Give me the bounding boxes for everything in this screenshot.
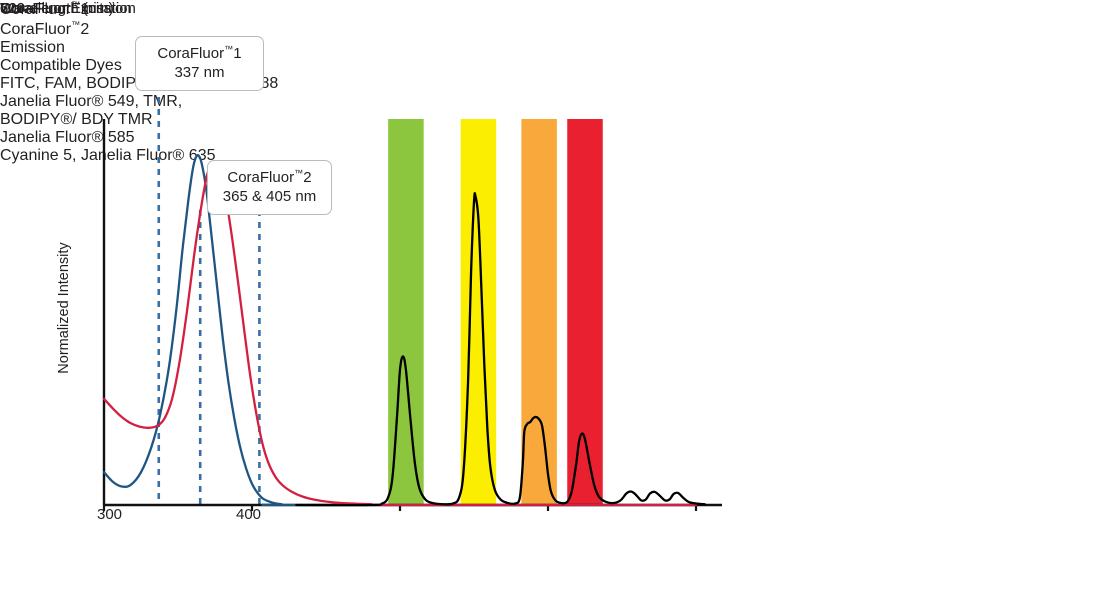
callout-1-line1: CoraFluor™1	[157, 44, 242, 62]
x-axis-label: Wavelength (nm)	[0, 0, 114, 17]
group-label-excitation: CoraFluor Excitation	[0, 0, 136, 17]
emission-band-2	[521, 119, 557, 505]
trademark-icon: ™	[71, 0, 81, 10]
x-tick-500: 500	[0, 0, 26, 17]
legend-item-1[interactable]: CoraFluor™2	[0, 19, 1110, 38]
compatible-dyes-title: Compatible Dyes	[0, 56, 122, 74]
band-group	[388, 119, 603, 505]
trademark-icon: ™	[224, 44, 234, 54]
series-legend: CoraFluor™1 CoraFluor™2 Emission	[0, 0, 1110, 57]
dye-label-2: Janelia Fluor® 585	[0, 128, 135, 146]
compatible-dyes-list: FITC, FAM, BODIPY®/ BDY FL, AF488Janelia…	[0, 75, 1110, 165]
x-tick-300: 300	[97, 506, 123, 523]
registered-icon: ®	[91, 92, 104, 110]
legend-item-2[interactable]: Emission	[0, 39, 1110, 57]
legend-label-0: CoraFluor™1	[0, 0, 90, 19]
group-label-emission: CoraFluor Emission	[0, 0, 132, 17]
callout-2-line2: 365 & 405 nm	[222, 188, 317, 206]
legend-label-1: CoraFluor™2	[0, 19, 90, 38]
curve-emission	[295, 192, 707, 507]
callout-corafluor1: CoraFluor™1 337 nm	[135, 36, 264, 92]
registered-icon: ®	[172, 146, 185, 164]
x-tick-400: 400	[236, 506, 262, 523]
curve-excitation-1	[102, 161, 698, 507]
callout-corafluor2: CoraFluor™2 365 & 405 nm	[207, 160, 332, 216]
trademark-icon: ™	[294, 168, 304, 178]
dye-label-1: Janelia Fluor® 549, TMR, BODIPY®/ BDY TMR	[0, 92, 183, 128]
y-axis-label: Normalized Intensity	[56, 242, 72, 374]
legend-label-2: Emission	[0, 38, 65, 56]
trademark-icon: ™	[71, 19, 81, 30]
emission-band-3	[567, 119, 603, 505]
x-tick-700: 700	[0, 0, 26, 17]
legend-item-0[interactable]: CoraFluor™1	[0, 0, 1110, 19]
registered-icon: ®	[60, 110, 73, 128]
emission-band-0	[388, 119, 424, 505]
callout-1-line2: 337 nm	[174, 64, 225, 82]
registered-icon: ®	[91, 128, 104, 146]
dye-item-2[interactable]: Janelia Fluor® 585	[0, 129, 1110, 147]
marker-line-group	[157, 85, 261, 505]
x-tick-600: 600	[0, 0, 26, 17]
callout-2-line1: CoraFluor™2	[227, 168, 312, 186]
dye-item-1[interactable]: Janelia Fluor® 549, TMR, BODIPY®/ BDY TMR	[0, 93, 1110, 129]
